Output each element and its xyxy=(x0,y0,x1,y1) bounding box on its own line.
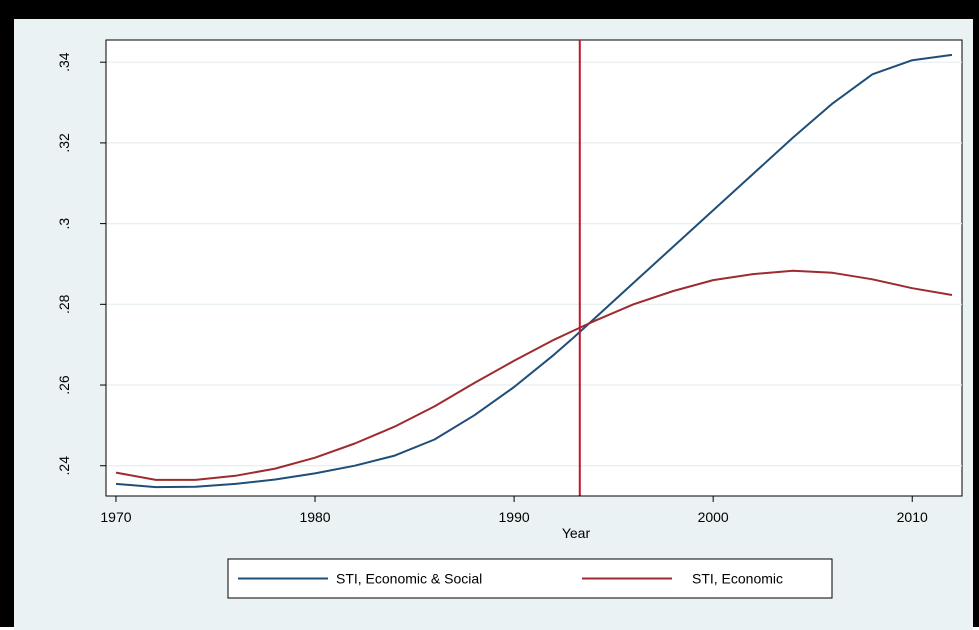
legend-label: STI, Economic & Social xyxy=(336,571,482,587)
y-tick-label: .24 xyxy=(56,456,72,476)
legend-box xyxy=(227,558,833,599)
x-tick-label: 1970 xyxy=(100,509,131,525)
x-tick-label: 1990 xyxy=(499,509,530,525)
series-line-1 xyxy=(115,53,953,489)
plot-area xyxy=(105,39,963,497)
y-tick-label: .28 xyxy=(56,294,72,314)
x-tick-label: 1980 xyxy=(299,509,330,525)
series-line-2 xyxy=(115,269,953,481)
axes: .24 .26 .28 .3 .32 .34 1970 1980 1990 2000 2010 xyxy=(56,40,962,525)
x-tick-label: 2000 xyxy=(698,509,729,525)
legend: STI, Economic & Social STI, Economic xyxy=(227,558,833,599)
gridlines xyxy=(106,61,962,467)
y-tick-label: .32 xyxy=(56,133,72,153)
y-tick-label: .26 xyxy=(56,375,72,395)
x-tick-label: 2010 xyxy=(897,509,928,525)
series-lines xyxy=(115,53,953,489)
legend-label: STI, Economic xyxy=(692,571,783,587)
y-tick-label: .3 xyxy=(56,218,72,230)
x-axis-title: Year xyxy=(562,525,591,541)
y-tick-label: .34 xyxy=(56,52,72,72)
